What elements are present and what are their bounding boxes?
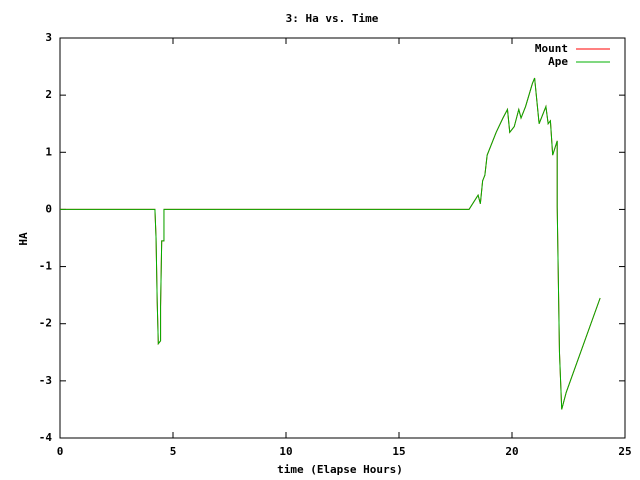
x-tick-label: 15: [392, 445, 405, 458]
series-line: [60, 77, 601, 410]
legend-label: Ape: [548, 55, 568, 68]
x-tick-label: 10: [279, 445, 292, 458]
y-tick-label: 2: [45, 88, 52, 101]
y-tick-label: -3: [39, 374, 52, 387]
x-tick-label: 25: [618, 445, 631, 458]
y-tick-label: -1: [39, 260, 53, 273]
y-tick-label: -2: [39, 317, 52, 330]
legend-label: Mount: [535, 42, 568, 55]
series-line: [60, 77, 601, 410]
x-tick-label: 5: [170, 445, 177, 458]
x-tick-label: 0: [57, 445, 64, 458]
chart-title: 3: Ha vs. Time: [286, 12, 379, 25]
x-axis-label: time (Elapse Hours): [277, 463, 403, 476]
y-axis-label: HA: [17, 232, 30, 246]
y-tick-label: 3: [45, 31, 52, 44]
y-tick-label: 1: [45, 145, 52, 158]
x-tick-label: 20: [505, 445, 518, 458]
plot-border: [59, 37, 626, 439]
y-tick-label: 0: [45, 202, 52, 215]
y-tick-label: -4: [39, 431, 53, 444]
